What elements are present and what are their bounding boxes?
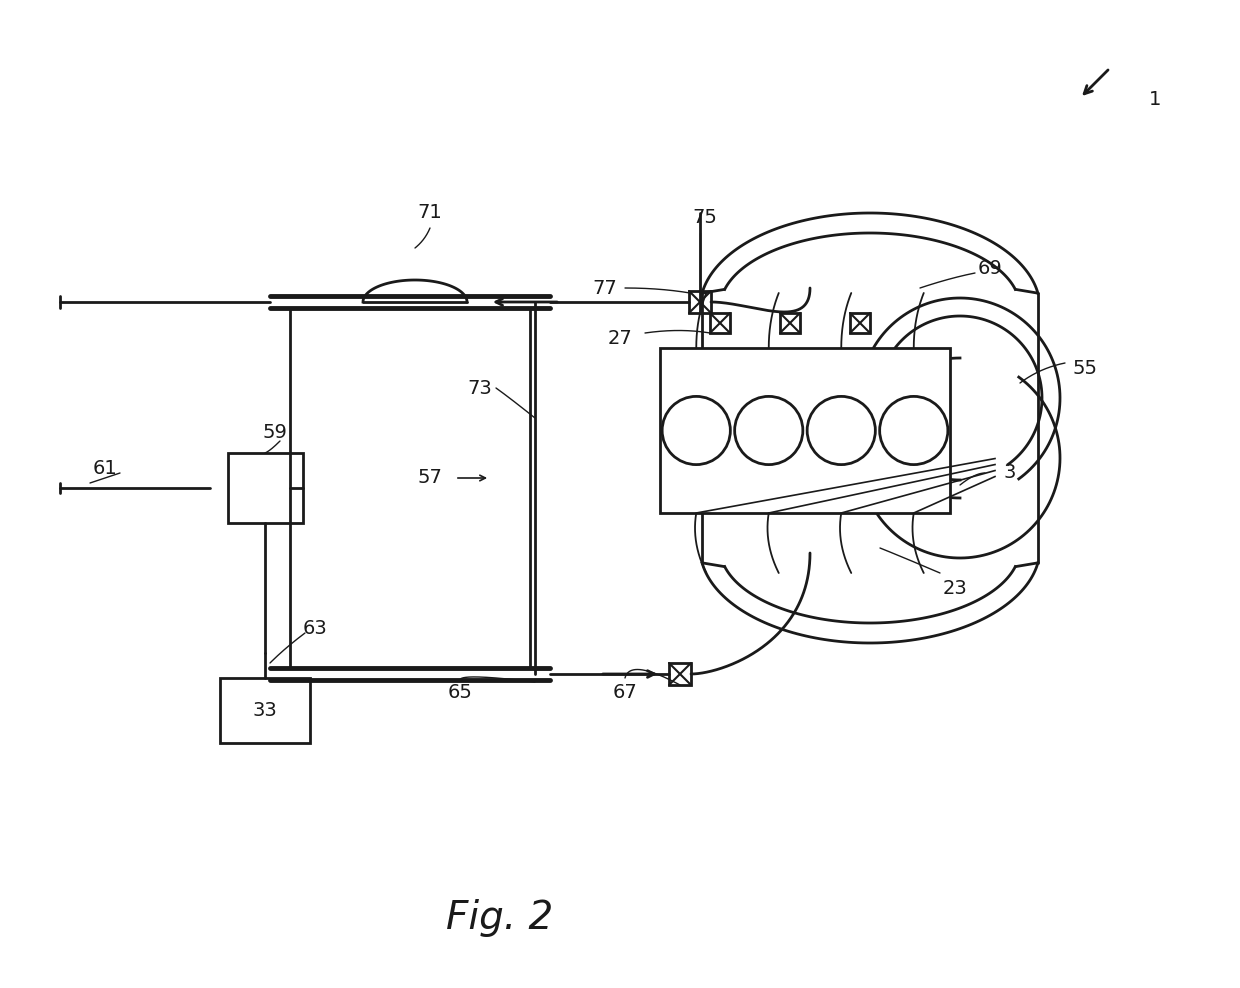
Text: 3: 3 [1004,463,1017,482]
Bar [689,291,711,313]
Bar [711,313,730,333]
Text: 65: 65 [448,684,472,702]
Text: 27: 27 [608,328,632,348]
Text: 63: 63 [303,618,327,637]
Bar [780,313,800,333]
Bar [849,313,870,333]
Text: 1: 1 [1148,91,1161,110]
Text: Fig. 2: Fig. 2 [446,899,553,937]
Bar [660,348,950,513]
Text: 55: 55 [1073,359,1097,377]
Text: 71: 71 [418,204,443,222]
Text: 33: 33 [253,701,278,720]
Bar [670,663,691,685]
Text: 57: 57 [418,468,443,487]
Text: 69: 69 [977,259,1002,278]
Bar [219,678,310,743]
Text: 23: 23 [942,579,967,598]
Bar [227,453,303,523]
Text: 75: 75 [693,208,718,227]
Text: 73: 73 [467,378,492,397]
Text: 59: 59 [263,424,288,443]
Text: 77: 77 [593,279,618,297]
Text: 67: 67 [613,684,637,702]
Text: 61: 61 [93,458,118,477]
